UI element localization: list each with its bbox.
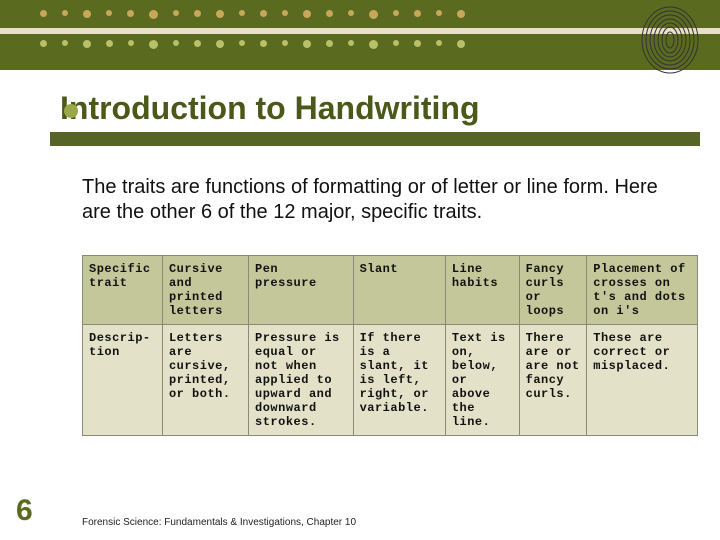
cream-line — [0, 28, 720, 34]
cell: There are or are not fancy curls. — [519, 325, 587, 436]
cell: Text is on, below, or above the line. — [445, 325, 519, 436]
title-underline — [50, 132, 700, 146]
slide: Introduction to Handwriting The traits a… — [0, 0, 720, 540]
fingerprint-icon — [640, 5, 700, 75]
cell: If there is a slant, it is left, right, … — [353, 325, 445, 436]
cell: Letters are cursive, printed, or both. — [162, 325, 248, 436]
body-text: The traits are functions of formatting o… — [82, 175, 690, 225]
bullet-icon — [64, 104, 78, 118]
page-number: 6 — [16, 494, 33, 528]
row-label: Specific trait — [83, 256, 163, 325]
cell: Fancy curls or loops — [519, 256, 587, 325]
top-band — [0, 0, 720, 70]
cell: Slant — [353, 256, 445, 325]
cell: Line habits — [445, 256, 519, 325]
dot-row-top — [0, 10, 720, 19]
row-label: Descrip-tion — [83, 325, 163, 436]
traits-table: Specific trait Cursive and printed lette… — [82, 255, 698, 436]
cell: These are correct or misplaced. — [587, 325, 698, 436]
cell: Pen pressure — [249, 256, 354, 325]
cell: Pressure is equal or not when applied to… — [249, 325, 354, 436]
table-row-description: Descrip-tion Letters are cursive, printe… — [83, 325, 698, 436]
cell: Cursive and printed letters — [162, 256, 248, 325]
dot-row-bottom — [0, 40, 720, 49]
cell: Placement of crosses on t's and dots on … — [587, 256, 698, 325]
table-row-header: Specific trait Cursive and printed lette… — [83, 256, 698, 325]
page-title: Introduction to Handwriting — [60, 90, 479, 127]
footer-text: Forensic Science: Fundamentals & Investi… — [82, 517, 356, 528]
